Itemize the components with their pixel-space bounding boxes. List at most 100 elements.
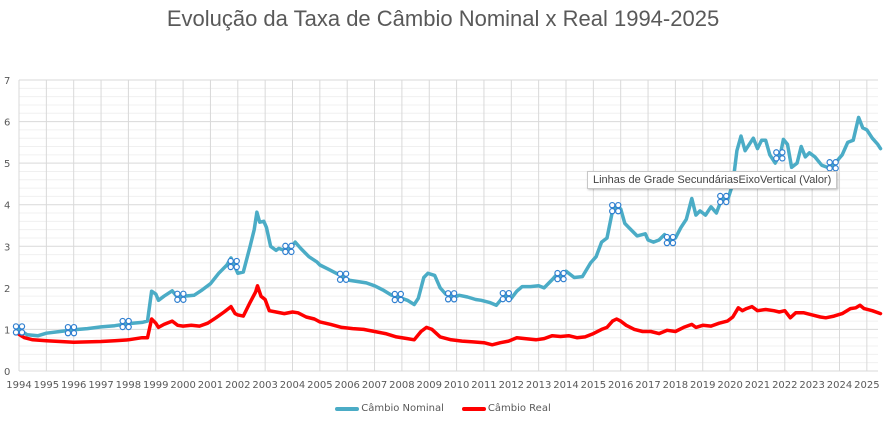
handle-dot[interactable] [615, 207, 622, 215]
handle-dot[interactable] [832, 159, 839, 166]
handle-dot[interactable] [336, 270, 344, 277]
handle-dot[interactable] [391, 296, 398, 304]
handle-dot[interactable] [282, 242, 289, 250]
handle-dot[interactable] [560, 275, 567, 283]
handle-dot[interactable] [342, 270, 350, 277]
handle-dot[interactable] [444, 296, 452, 303]
selection-handle[interactable] [663, 233, 677, 247]
selection-handle[interactable] [717, 192, 730, 206]
selection-handle[interactable] [174, 290, 187, 303]
handle-dot[interactable] [505, 295, 513, 303]
handle-dot[interactable] [723, 198, 730, 206]
handle-dot[interactable] [227, 263, 234, 271]
handle-dot[interactable] [560, 269, 567, 277]
y-axis-tick-labels: 0 1 2 3 4 5 6 7 [4, 76, 10, 378]
handle-dot[interactable] [505, 289, 513, 297]
handle-dot[interactable] [125, 323, 132, 331]
handle-dot[interactable] [174, 290, 181, 297]
selection-handle[interactable] [499, 289, 513, 303]
legend-item-nominal[interactable]: Câmbio Nominal [335, 403, 444, 414]
handle-dot[interactable] [826, 159, 833, 166]
selection-handle[interactable] [773, 149, 786, 162]
handle-dot[interactable] [397, 296, 404, 304]
selection-handle[interactable] [391, 290, 404, 304]
handle-dot[interactable] [609, 207, 616, 215]
handle-dot[interactable] [12, 323, 20, 330]
handle-dot[interactable] [125, 317, 132, 325]
x-tick-label: 1996 [61, 380, 86, 391]
selection-handle[interactable] [444, 290, 458, 303]
handle-dot[interactable] [119, 317, 126, 325]
handle-dot[interactable] [70, 329, 78, 337]
x-tick-label: 2017 [635, 380, 660, 391]
chart-title: Evolução da Taxa de Câmbio Nominal x Rea… [166, 6, 720, 31]
selection-handle[interactable] [119, 317, 132, 331]
handle-dot[interactable] [499, 289, 507, 297]
handle-dot[interactable] [669, 233, 677, 241]
x-tick-label: 2005 [307, 380, 332, 391]
handle-dot[interactable] [64, 323, 72, 331]
handle-dot[interactable] [174, 296, 181, 303]
handle-dot[interactable] [282, 248, 289, 256]
handle-dot[interactable] [180, 296, 187, 303]
handle-dot[interactable] [450, 296, 458, 303]
selection-handle[interactable] [12, 323, 26, 336]
handle-dot[interactable] [336, 276, 344, 283]
handle-dot[interactable] [288, 248, 295, 256]
handle-dot[interactable] [342, 276, 350, 283]
handle-dot[interactable] [180, 290, 187, 297]
chart-legend[interactable]: Câmbio Nominal Câmbio Real [0, 403, 886, 414]
selection-handle[interactable] [336, 270, 350, 283]
series-line-nominal[interactable] [17, 115, 883, 338]
handle-dot[interactable] [773, 155, 780, 162]
handle-dot[interactable] [663, 233, 671, 241]
selection-handle[interactable] [609, 201, 622, 215]
handle-dot[interactable] [444, 290, 452, 297]
handle-dot[interactable] [233, 263, 240, 271]
handle-dot[interactable] [554, 275, 561, 283]
handle-dot[interactable] [397, 290, 404, 298]
handle-dot[interactable] [18, 329, 26, 336]
selection-handle[interactable] [282, 242, 295, 256]
series-line-real[interactable] [17, 284, 883, 347]
handle-dot[interactable] [18, 323, 26, 330]
handle-dot[interactable] [12, 329, 20, 336]
handle-dot[interactable] [70, 323, 78, 331]
handle-dot[interactable] [717, 192, 724, 200]
handle-dot[interactable] [773, 149, 780, 156]
handle-dot[interactable] [723, 192, 730, 200]
handle-dot[interactable] [288, 242, 295, 250]
y-tick-label: 5 [4, 159, 10, 170]
handle-dot[interactable] [779, 149, 786, 156]
handle-dot[interactable] [669, 239, 677, 247]
selection-handle[interactable] [554, 269, 567, 283]
handle-dot[interactable] [826, 165, 833, 172]
selection-handle[interactable] [227, 257, 240, 271]
handle-dot[interactable] [64, 329, 72, 337]
handle-dot[interactable] [119, 323, 126, 331]
handle-dot[interactable] [779, 155, 786, 162]
handle-dot[interactable] [499, 295, 507, 303]
legend-item-real[interactable]: Câmbio Real [461, 403, 551, 414]
selection-handle[interactable] [64, 323, 78, 337]
x-tick-label: 2001 [198, 380, 223, 391]
handle-dot[interactable] [717, 198, 724, 206]
major-gridlines[interactable] [18, 79, 878, 372]
x-tick-label: 2002 [225, 380, 250, 391]
handle-dot[interactable] [450, 290, 458, 297]
handle-dot[interactable] [609, 201, 616, 209]
legend-label-nominal: Câmbio Nominal [361, 403, 444, 414]
series-layer[interactable] [17, 115, 883, 347]
handle-dot[interactable] [832, 165, 839, 172]
handle-dot[interactable] [554, 269, 561, 277]
handle-dot[interactable] [615, 201, 622, 209]
selection-handles[interactable] [12, 149, 839, 337]
selection-handle[interactable] [826, 159, 839, 172]
x-tick-label: 2019 [690, 380, 715, 391]
handle-dot[interactable] [233, 257, 240, 265]
handle-dot[interactable] [663, 239, 671, 247]
y-tick-label: 1 [4, 325, 10, 336]
handle-dot[interactable] [227, 257, 234, 265]
handle-dot[interactable] [391, 290, 398, 298]
